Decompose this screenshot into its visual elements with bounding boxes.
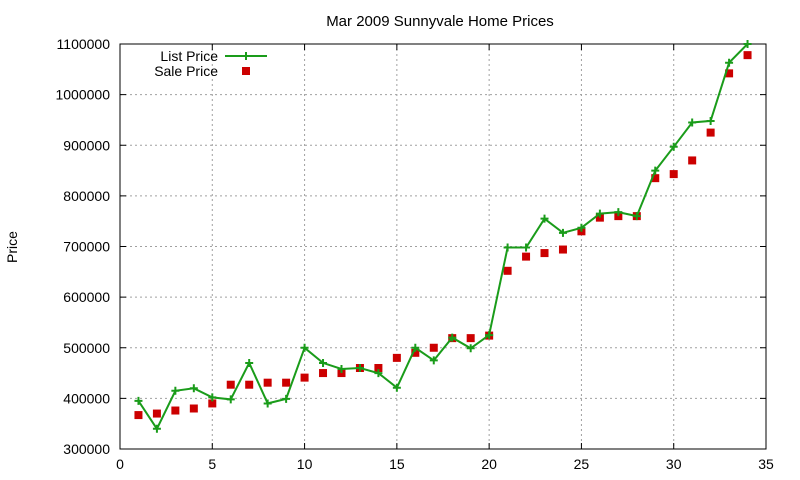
list-price-point — [558, 228, 567, 237]
sale-price-point — [522, 252, 531, 261]
sale-price-point — [595, 213, 604, 222]
x-tick-label: 0 — [116, 456, 124, 472]
sale-price-point — [706, 128, 715, 137]
y-tick-label: 1000000 — [55, 87, 110, 103]
y-tick-label: 300000 — [63, 441, 110, 457]
x-tick-label: 25 — [574, 456, 590, 472]
axis-ticks: 0 5 10 15 20 25 30 35 300000 400000 500000 600000 70… — [55, 36, 774, 472]
sale-price-point — [725, 69, 734, 78]
list-price-point — [706, 116, 715, 125]
list-price-point — [263, 399, 272, 408]
sale-price-point — [503, 266, 512, 275]
sale-price-point — [429, 343, 438, 352]
sale-price-point — [282, 378, 291, 387]
sale-price-point — [411, 348, 420, 357]
list-price-point — [632, 212, 641, 221]
list-price-point — [448, 333, 457, 342]
list-price-point — [688, 118, 697, 127]
y-tick-label: 500000 — [63, 340, 110, 356]
sale-price-point — [300, 373, 309, 382]
sale-price-point — [743, 51, 752, 60]
list-price-point — [226, 395, 235, 404]
list-price-point — [614, 208, 623, 217]
list-price-point — [651, 166, 660, 175]
sale-price-point — [669, 170, 678, 179]
sale-price-point — [134, 411, 143, 420]
y-tick-label: 400000 — [63, 390, 110, 406]
x-tick-label: 15 — [389, 456, 405, 472]
x-tick-label: 10 — [297, 456, 313, 472]
list-price-point — [577, 223, 586, 232]
sale-price-point — [614, 212, 623, 221]
sale-price-point — [319, 369, 328, 378]
list-price-line — [137, 43, 749, 431]
legend-label-list-price: List Price — [160, 48, 218, 64]
list-price-point — [466, 344, 475, 353]
list-price-point — [503, 243, 512, 252]
sale-price-point — [466, 334, 475, 343]
list-price-point — [374, 369, 383, 378]
legend-marker-list-price — [242, 52, 250, 60]
sale-price-point — [226, 380, 235, 389]
sale-price-point — [374, 364, 383, 372]
sale-price-point — [208, 399, 217, 408]
list-price-point — [595, 209, 604, 218]
list-price-point — [300, 343, 309, 352]
list-price-point — [134, 396, 143, 405]
list-price-point — [189, 384, 198, 393]
list-price-point — [355, 364, 364, 372]
legend: List Price Sale Price — [154, 48, 267, 79]
list-price-point — [245, 358, 254, 367]
y-tick-label: 800000 — [63, 188, 110, 204]
y-axis-label: Price — [4, 231, 20, 263]
sale-price-point — [152, 409, 161, 418]
list-price-point — [171, 386, 180, 395]
list-price-point — [282, 394, 291, 403]
sale-price-point — [245, 380, 254, 389]
list-price-point — [411, 343, 420, 352]
sale-price-point — [171, 406, 180, 415]
list-price-point — [429, 356, 438, 365]
sale-price-point — [392, 353, 401, 362]
sale-price-point — [558, 245, 567, 254]
chart-title: Mar 2009 Sunnyvale Home Prices — [326, 13, 554, 30]
y-tick-label: 700000 — [63, 239, 110, 255]
sale-price-point — [651, 174, 660, 183]
sale-price-point — [263, 378, 272, 387]
y-tick-label: 900000 — [63, 137, 110, 153]
sale-price-point — [337, 369, 346, 378]
list-price-point — [725, 58, 734, 67]
list-price-point — [152, 424, 161, 433]
series-layer — [134, 40, 752, 433]
x-tick-label: 35 — [758, 456, 774, 472]
list-price-point — [669, 142, 678, 151]
sale-price-point — [189, 404, 198, 413]
legend-marker-sale-price — [242, 67, 250, 75]
list-price-point — [522, 243, 531, 252]
list-price-point — [485, 331, 494, 340]
sale-price-point — [540, 249, 549, 258]
legend-label-sale-price: Sale Price — [154, 63, 218, 79]
list-price-point — [319, 358, 328, 367]
list-price-point — [540, 214, 549, 223]
grid-lines — [120, 44, 766, 449]
y-tick-label: 1100000 — [57, 36, 111, 52]
y-tick-label: 600000 — [63, 289, 110, 305]
list-price-point — [337, 365, 346, 374]
list-price-point — [208, 393, 217, 402]
sale-price-point — [688, 156, 697, 165]
list-price-point — [392, 383, 401, 392]
x-tick-label: 30 — [666, 456, 682, 472]
x-tick-label: 20 — [481, 456, 497, 472]
list-price-point — [743, 40, 752, 48]
x-tick-label: 5 — [208, 456, 216, 472]
